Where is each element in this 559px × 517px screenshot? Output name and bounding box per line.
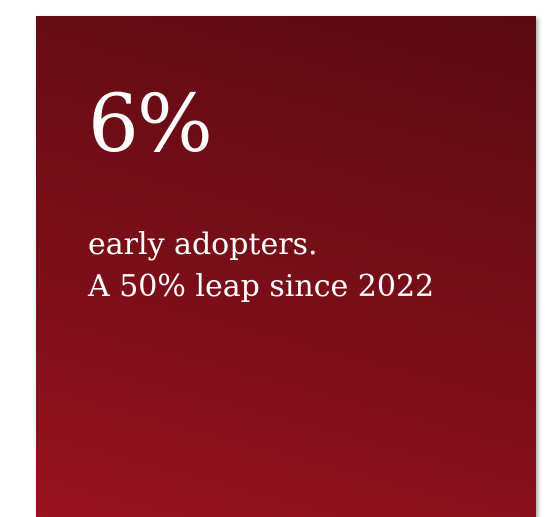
stat-card: 6% early adopters. A 50% leap since 2022 — [36, 16, 536, 517]
stat-value: 6% — [88, 77, 213, 170]
stat-caption-line-2: A 50% leap since 2022 — [88, 269, 435, 304]
stat-caption: early adopters. A 50% leap since 2022 — [88, 224, 434, 308]
stat-caption-line-1: early adopters. — [88, 227, 318, 262]
